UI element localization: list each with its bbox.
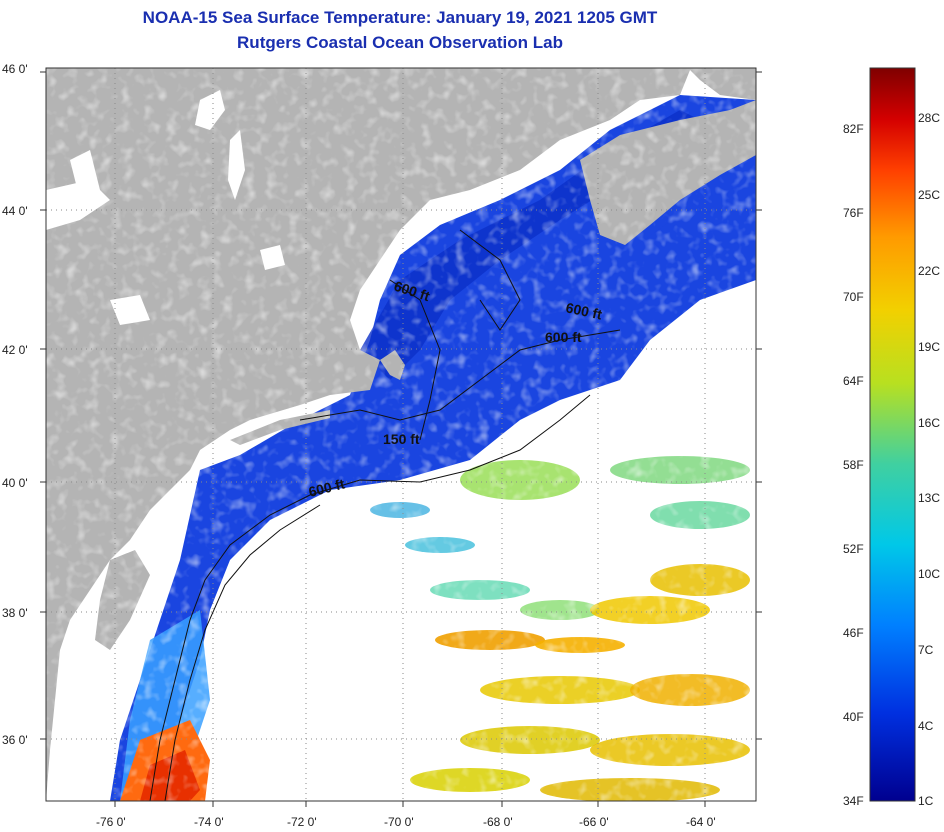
lat-label: 38 0' <box>2 606 28 620</box>
lat-label: 40 0' <box>2 476 28 490</box>
map-title: NOAA-15 Sea Surface Temperature: January… <box>142 8 658 27</box>
map-subtitle: Rutgers Coastal Ocean Observation Lab <box>237 33 563 52</box>
latitude-labels: 46 0' 44 0' 42 0' 40 0' 38 0' 36 0' <box>2 62 28 747</box>
cb-f-label: 52F <box>843 542 864 556</box>
cb-c-label: 1C <box>918 794 934 808</box>
contour-labels: 600 ft 600 ft 600 ft 150 ft 600 ft <box>307 278 604 500</box>
lat-label: 46 0' <box>2 62 28 76</box>
lon-label: -64 0' <box>686 815 716 829</box>
colorbar-fahrenheit: 82F 76F 70F 64F 58F 52F 46F 40F 34F <box>843 122 864 808</box>
lon-label: -74 0' <box>194 815 224 829</box>
contour-label: 600 ft <box>564 299 603 322</box>
cb-f-label: 76F <box>843 206 864 220</box>
lat-label: 44 0' <box>2 204 28 218</box>
longitude-labels: -76 0' -74 0' -72 0' -70 0' -68 0' -66 0… <box>96 815 716 829</box>
lon-label: -70 0' <box>384 815 414 829</box>
cb-c-label: 22C <box>918 264 940 278</box>
map-grid <box>46 68 756 801</box>
lon-label: -72 0' <box>287 815 317 829</box>
map-frame <box>45 67 757 802</box>
cb-c-label: 16C <box>918 416 940 430</box>
lon-label: -76 0' <box>96 815 126 829</box>
cb-c-label: 7C <box>918 643 934 657</box>
axis-ticks <box>40 71 762 807</box>
cloud-speckle <box>46 68 756 801</box>
cb-c-label: 4C <box>918 719 934 733</box>
lon-label: -66 0' <box>579 815 609 829</box>
bathymetry-contours <box>149 229 621 801</box>
cb-f-label: 64F <box>843 374 864 388</box>
colorbar-scale <box>869 67 916 802</box>
contour-label: 150 ft <box>383 431 420 447</box>
cb-c-label: 28C <box>918 111 940 125</box>
lat-label: 42 0' <box>2 343 28 357</box>
cb-c-label: 19C <box>918 340 940 354</box>
cb-f-label: 34F <box>843 794 864 808</box>
contour-label: 600 ft <box>545 329 582 345</box>
lon-label: -68 0' <box>483 815 513 829</box>
cb-f-label: 46F <box>843 626 864 640</box>
cb-c-label: 10C <box>918 567 940 581</box>
cb-c-label: 13C <box>918 491 940 505</box>
cb-f-label: 58F <box>843 458 864 472</box>
colorbar: 82F 76F 70F 64F 58F 52F 46F 40F 34F 28C … <box>843 67 940 808</box>
cb-f-label: 82F <box>843 122 864 136</box>
cb-f-label: 70F <box>843 290 864 304</box>
cb-f-label: 40F <box>843 710 864 724</box>
cb-c-label: 25C <box>918 188 940 202</box>
colorbar-celsius: 28C 25C 22C 19C 16C 13C 10C 7C 4C 1C <box>918 111 940 808</box>
lat-label: 36 0' <box>2 733 28 747</box>
